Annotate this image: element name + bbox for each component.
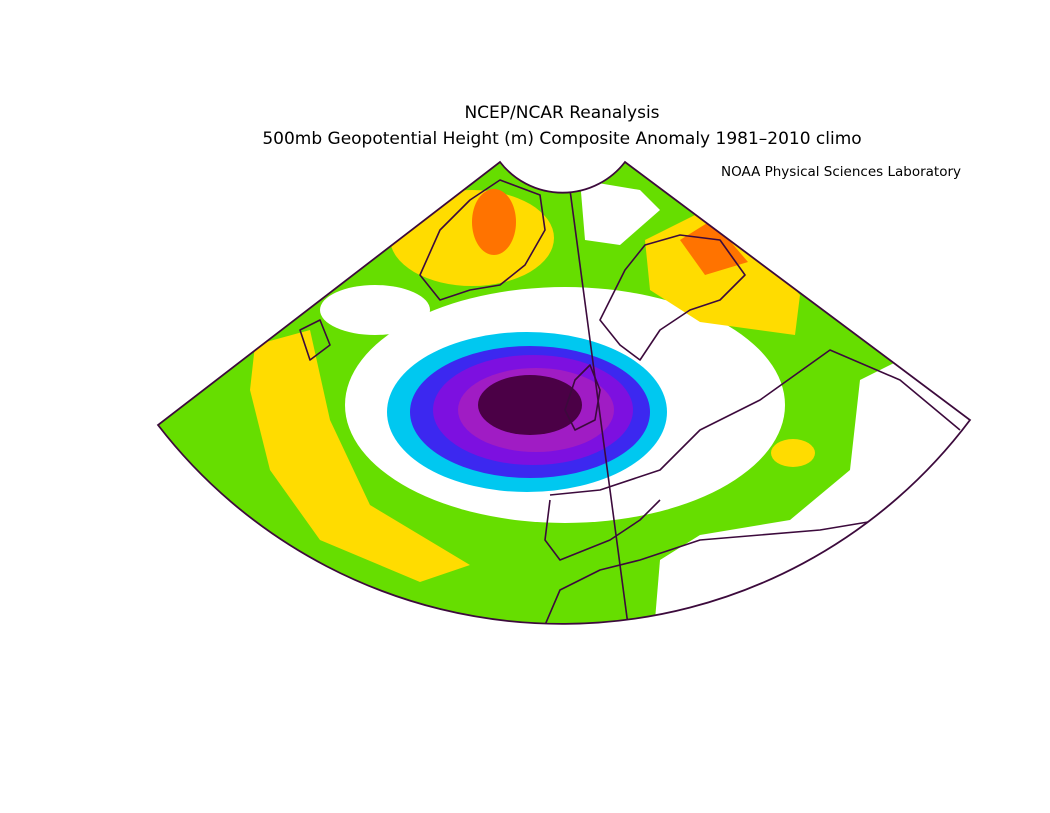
- map-frame: [156, 160, 972, 625]
- coastline: [564, 364, 601, 431]
- strong-negative-anomaly: [478, 375, 582, 435]
- map-subtitle: 500mb Geopotential Height (m) Composite …: [262, 129, 861, 149]
- coastline: [419, 179, 546, 301]
- map-credit: NOAA Physical Sciences Laboratory: [721, 164, 961, 180]
- neutral-zone: [660, 330, 745, 440]
- anomaly-field: [158, 162, 970, 624]
- positive-anomaly: [645, 205, 800, 335]
- neutral-zone: [320, 285, 430, 335]
- positive-anomaly: [390, 190, 554, 286]
- neutral-zone: [580, 180, 660, 245]
- positive-anomaly: [771, 439, 815, 467]
- meridian: [569, 189, 629, 624]
- positive-anomaly: [250, 330, 470, 582]
- coastline: [599, 234, 746, 361]
- map-title: NCEP/NCAR Reanalysis: [464, 103, 659, 123]
- coastline: [544, 519, 881, 624]
- coastline: [544, 499, 661, 561]
- strong-positive-anomaly: [472, 189, 516, 255]
- coastline: [299, 319, 331, 361]
- strong-positive-anomaly: [680, 220, 748, 275]
